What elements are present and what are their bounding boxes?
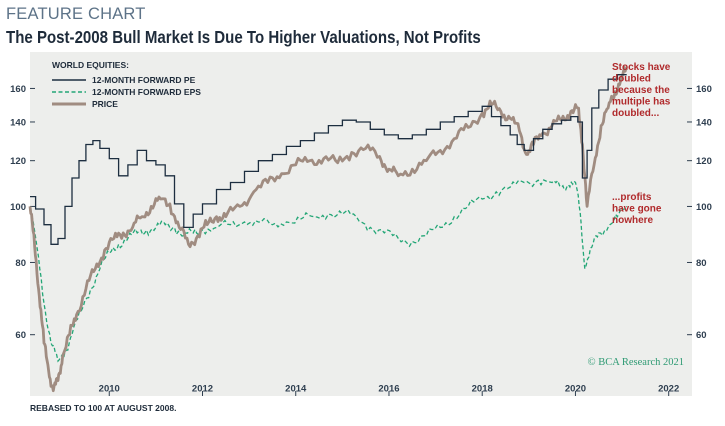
x-tick-label: 2016: [378, 384, 399, 395]
legend-eps-label: 12-MONTH FORWARD EPS: [92, 87, 201, 97]
y-tick-left-label: 160: [10, 84, 26, 95]
x-tick-label: 2010: [99, 384, 120, 395]
footnote: REBASED TO 100 AT AUGUST 2008.: [30, 403, 177, 413]
y-tick-right-label: 60: [696, 330, 707, 341]
x-axis: 2010 2012 2014 2016 2018 2020 2022: [99, 384, 679, 396]
legend-title: WORLD EQUITIES:: [52, 60, 129, 70]
y-tick-left-label: 140: [10, 117, 26, 128]
annotation-1: Stocks have doubled because the multiple ha…: [612, 62, 671, 119]
legend: WORLD EQUITIES: 12-MONTH FORWARD PE 12-M…: [52, 60, 201, 109]
y-tick-right-label: 140: [696, 117, 712, 128]
annotation-line: ...profits: [612, 192, 652, 203]
plot-panel: [30, 52, 692, 396]
y-tick-left-label: 80: [15, 258, 26, 269]
y-tick-right-label: 80: [696, 258, 707, 269]
series-lines: [28, 66, 628, 393]
annotation-line: doubled: [612, 74, 651, 85]
y-tick-left-label: 120: [10, 156, 26, 167]
x-tick-label: 2020: [565, 384, 586, 395]
x-tick-label: 2012: [192, 384, 213, 395]
annotation-line: nowhere: [612, 215, 654, 226]
chart-title: The Post-2008 Bull Market Is Due To High…: [6, 27, 481, 47]
y-tick-left-label: 60: [15, 330, 26, 341]
x-tick-label: 2022: [658, 384, 679, 395]
legend-pe-label: 12-MONTH FORWARD PE: [92, 75, 196, 85]
series-line-forward-pe: [30, 74, 627, 245]
series-line-price: [28, 66, 628, 393]
y-tick-left-label: 100: [10, 202, 26, 213]
annotation-line: have gone: [612, 204, 662, 215]
legend-price-label: PRICE: [92, 99, 118, 109]
annotation-2: ...profits have gone nowhere: [612, 192, 662, 226]
series-line-forward-eps: [29, 179, 628, 363]
y-tick-right-label: 100: [696, 202, 712, 213]
feature-chart-kicker: FEATURE CHART: [6, 5, 146, 23]
x-tick-label: 2014: [285, 384, 307, 395]
y-tick-right-label: 120: [696, 156, 712, 167]
y-axis-left: 60 80 100 120 140 160: [10, 84, 35, 341]
credit-label: © BCA Research 2021: [588, 357, 684, 368]
annotations: Stocks have doubled because the multiple ha…: [612, 62, 671, 226]
annotation-line: multiple has: [612, 97, 671, 108]
y-axis-right: 60 80 100 120 140 160: [687, 84, 712, 341]
y-tick-right-label: 160: [696, 84, 712, 95]
annotation-line: because the: [612, 85, 670, 96]
annotation-line: doubled...: [612, 108, 659, 119]
x-tick-label: 2018: [472, 384, 493, 395]
annotation-line: Stocks have: [612, 62, 671, 73]
